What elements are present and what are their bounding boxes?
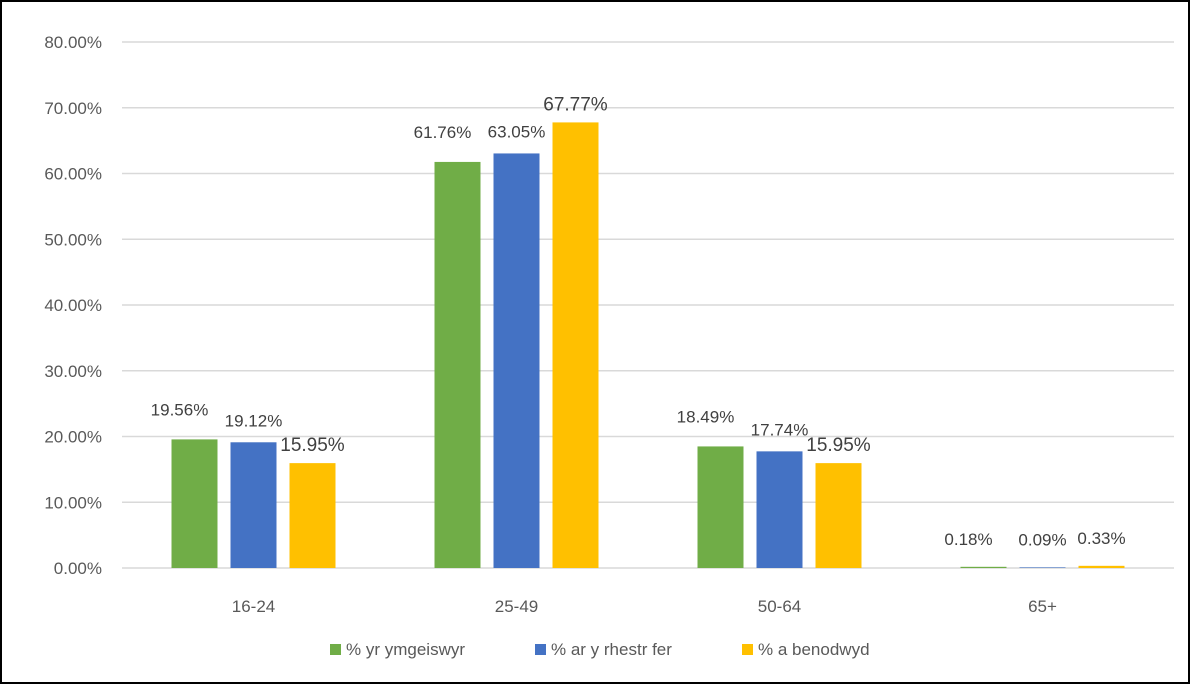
y-tick-label: 70.00%	[44, 99, 102, 118]
data-label: 67.77%	[543, 94, 608, 115]
data-label: 61.76%	[414, 123, 472, 142]
y-axis-ticks: 0.00% 10.00% 20.00% 30.00% 40.00% 50.00% 60.00…	[44, 33, 102, 578]
bar-65+-series-1	[960, 566, 1007, 568]
legend-label: % yr ymgeiswyr	[346, 640, 465, 659]
data-labels: 19.56% 19.12% 15.95% 61.76% 63.05% 67.77% 18.4…	[151, 94, 1126, 549]
x-category-label: 50-64	[758, 597, 801, 616]
bar-25-49-series-3	[552, 122, 599, 569]
bar-16-24-series-1	[171, 439, 218, 568]
x-category-label: 65+	[1028, 597, 1057, 616]
y-tick-label: 80.00%	[44, 33, 102, 52]
bar-25-49-series-1	[434, 161, 481, 569]
bar-16-24-series-3	[289, 463, 336, 568]
data-label: 63.05%	[488, 122, 546, 141]
data-label: 15.95%	[280, 435, 345, 456]
gridlines	[122, 41, 1174, 569]
data-label: 0.33%	[1077, 529, 1125, 548]
legend-swatch	[742, 644, 753, 655]
legend-label: % a benodwyd	[758, 640, 870, 659]
data-label: 19.12%	[225, 411, 283, 430]
y-tick-label: 50.00%	[44, 230, 102, 249]
y-tick-label: 10.00%	[44, 493, 102, 512]
legend-label: % ar y rhestr fer	[551, 640, 672, 659]
x-category-label: 25-49	[495, 597, 538, 616]
data-label: 18.49%	[677, 407, 735, 426]
bar-16-24-series-2	[230, 442, 277, 568]
legend-swatch	[535, 644, 546, 655]
bar-25-49-series-2	[493, 153, 540, 569]
data-label: 19.56%	[151, 400, 209, 419]
bar-50-64-series-2	[756, 451, 803, 568]
y-tick-label: 20.00%	[44, 428, 102, 447]
x-category-label: 16-24	[232, 597, 275, 616]
bar-65+-series-3	[1078, 565, 1125, 568]
data-label: 0.18%	[944, 530, 992, 549]
legend-item: % yr ymgeiswyr	[330, 640, 465, 659]
y-tick-label: 0.00%	[54, 559, 102, 578]
data-label: 0.09%	[1018, 530, 1066, 549]
legend: % yr ymgeiswyr % ar y rhestr fer % a benod…	[330, 640, 870, 659]
data-label: 15.95%	[806, 435, 871, 456]
bar-50-64-series-1	[697, 446, 744, 568]
legend-item: % a benodwyd	[742, 640, 870, 659]
data-label: 17.74%	[751, 420, 809, 439]
bar-50-64-series-3	[815, 463, 862, 568]
y-tick-label: 30.00%	[44, 362, 102, 381]
bars	[171, 122, 1125, 569]
legend-item: % ar y rhestr fer	[535, 640, 672, 659]
bar-65+-series-2	[1019, 567, 1066, 568]
y-tick-label: 60.00%	[44, 165, 102, 184]
y-tick-label: 40.00%	[44, 296, 102, 315]
x-axis-categories: 16-24 25-49 50-64 65+	[232, 597, 1057, 616]
legend-swatch	[330, 644, 341, 655]
